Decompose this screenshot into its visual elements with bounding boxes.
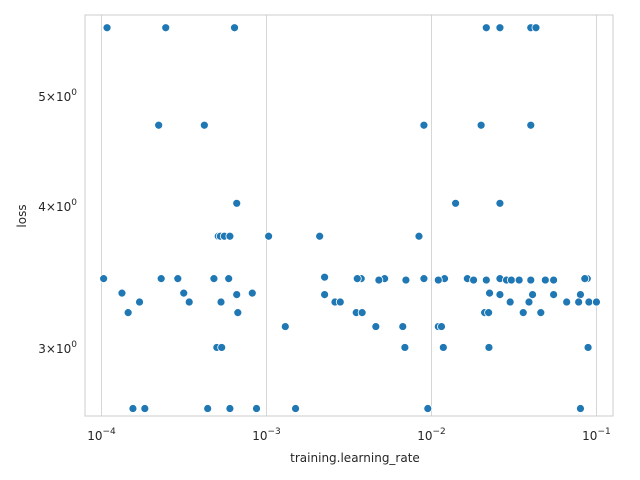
data-point — [518, 308, 528, 318]
data-point — [583, 343, 593, 352]
data-point — [505, 297, 515, 307]
x-tick-labels: 10−4 10−3 10−2 10−1 — [87, 427, 610, 443]
data-point — [225, 231, 235, 241]
data-point — [320, 272, 330, 282]
y-tick-label: 4×100 — [38, 198, 77, 214]
y-tick-labels: 3×100 4×100 5×100 — [38, 88, 77, 356]
data-point — [209, 274, 219, 284]
data-point — [576, 290, 585, 299]
data-point — [438, 343, 448, 352]
data-point — [154, 120, 164, 130]
data-point — [224, 274, 234, 284]
x-tick-label: 10−2 — [417, 427, 446, 443]
data-points — [99, 23, 601, 413]
data-point — [469, 275, 478, 285]
data-point — [476, 120, 486, 130]
data-point — [320, 290, 330, 299]
data-point — [184, 297, 194, 307]
data-point — [580, 274, 590, 284]
data-point — [524, 297, 534, 307]
data-point — [173, 274, 183, 284]
y-tick-label: 3×100 — [38, 340, 77, 356]
data-point — [156, 274, 166, 284]
data-point — [232, 290, 242, 299]
data-point — [562, 297, 572, 307]
data-point — [531, 23, 541, 33]
data-point — [481, 23, 491, 33]
data-point — [528, 290, 537, 299]
data-point — [419, 274, 429, 284]
plot-frame — [84, 14, 614, 417]
data-point — [225, 404, 235, 413]
data-point — [217, 343, 227, 352]
data-point — [232, 198, 242, 208]
data-point — [247, 288, 257, 298]
y-tick-label: 5×100 — [38, 88, 77, 104]
data-point — [481, 275, 491, 285]
data-point — [584, 297, 594, 307]
data-point — [357, 308, 367, 318]
data-point — [437, 322, 446, 331]
data-point — [230, 23, 239, 33]
data-point — [526, 120, 536, 130]
data-point — [495, 198, 505, 208]
data-point — [128, 404, 138, 413]
data-point — [401, 275, 411, 285]
data-point — [419, 120, 429, 130]
data-point — [495, 23, 505, 33]
data-point — [400, 343, 410, 352]
data-point — [102, 23, 112, 33]
data-point — [574, 297, 584, 307]
data-point — [484, 308, 494, 318]
data-point — [374, 275, 384, 285]
data-point — [216, 297, 226, 307]
data-point — [123, 308, 133, 318]
data-point — [414, 231, 424, 241]
x-axis-label: training.learning_rate — [290, 451, 420, 465]
data-point — [485, 288, 494, 298]
data-point — [433, 275, 443, 285]
data-point — [280, 322, 290, 331]
grid — [101, 15, 597, 416]
data-point — [506, 275, 516, 285]
data-point — [179, 288, 189, 298]
data-point — [135, 297, 144, 307]
y-axis-label: loss — [15, 204, 29, 227]
data-point — [140, 404, 150, 413]
data-point — [451, 198, 460, 208]
data-point — [161, 23, 171, 33]
x-tick-label: 10−1 — [582, 427, 611, 443]
data-point — [495, 290, 505, 299]
data-point — [315, 231, 325, 241]
data-point — [199, 120, 209, 130]
data-point — [549, 290, 559, 299]
data-point — [352, 274, 362, 284]
data-point — [526, 275, 536, 285]
data-point — [291, 404, 300, 413]
data-point — [371, 322, 381, 331]
data-point — [592, 297, 601, 307]
data-point — [252, 404, 261, 413]
data-point — [540, 275, 550, 285]
x-tick-label: 10−3 — [252, 427, 281, 443]
x-tick-label: 10−4 — [87, 427, 116, 443]
data-point — [549, 275, 559, 285]
data-point — [514, 275, 524, 285]
data-point — [117, 288, 127, 298]
data-point — [233, 308, 243, 318]
data-point — [264, 231, 274, 241]
data-point — [484, 343, 494, 352]
data-point — [576, 404, 585, 413]
data-point — [536, 308, 546, 318]
data-point — [203, 404, 213, 413]
data-point — [335, 297, 345, 307]
data-point — [398, 322, 408, 331]
data-point — [99, 274, 109, 284]
data-point — [423, 404, 433, 413]
